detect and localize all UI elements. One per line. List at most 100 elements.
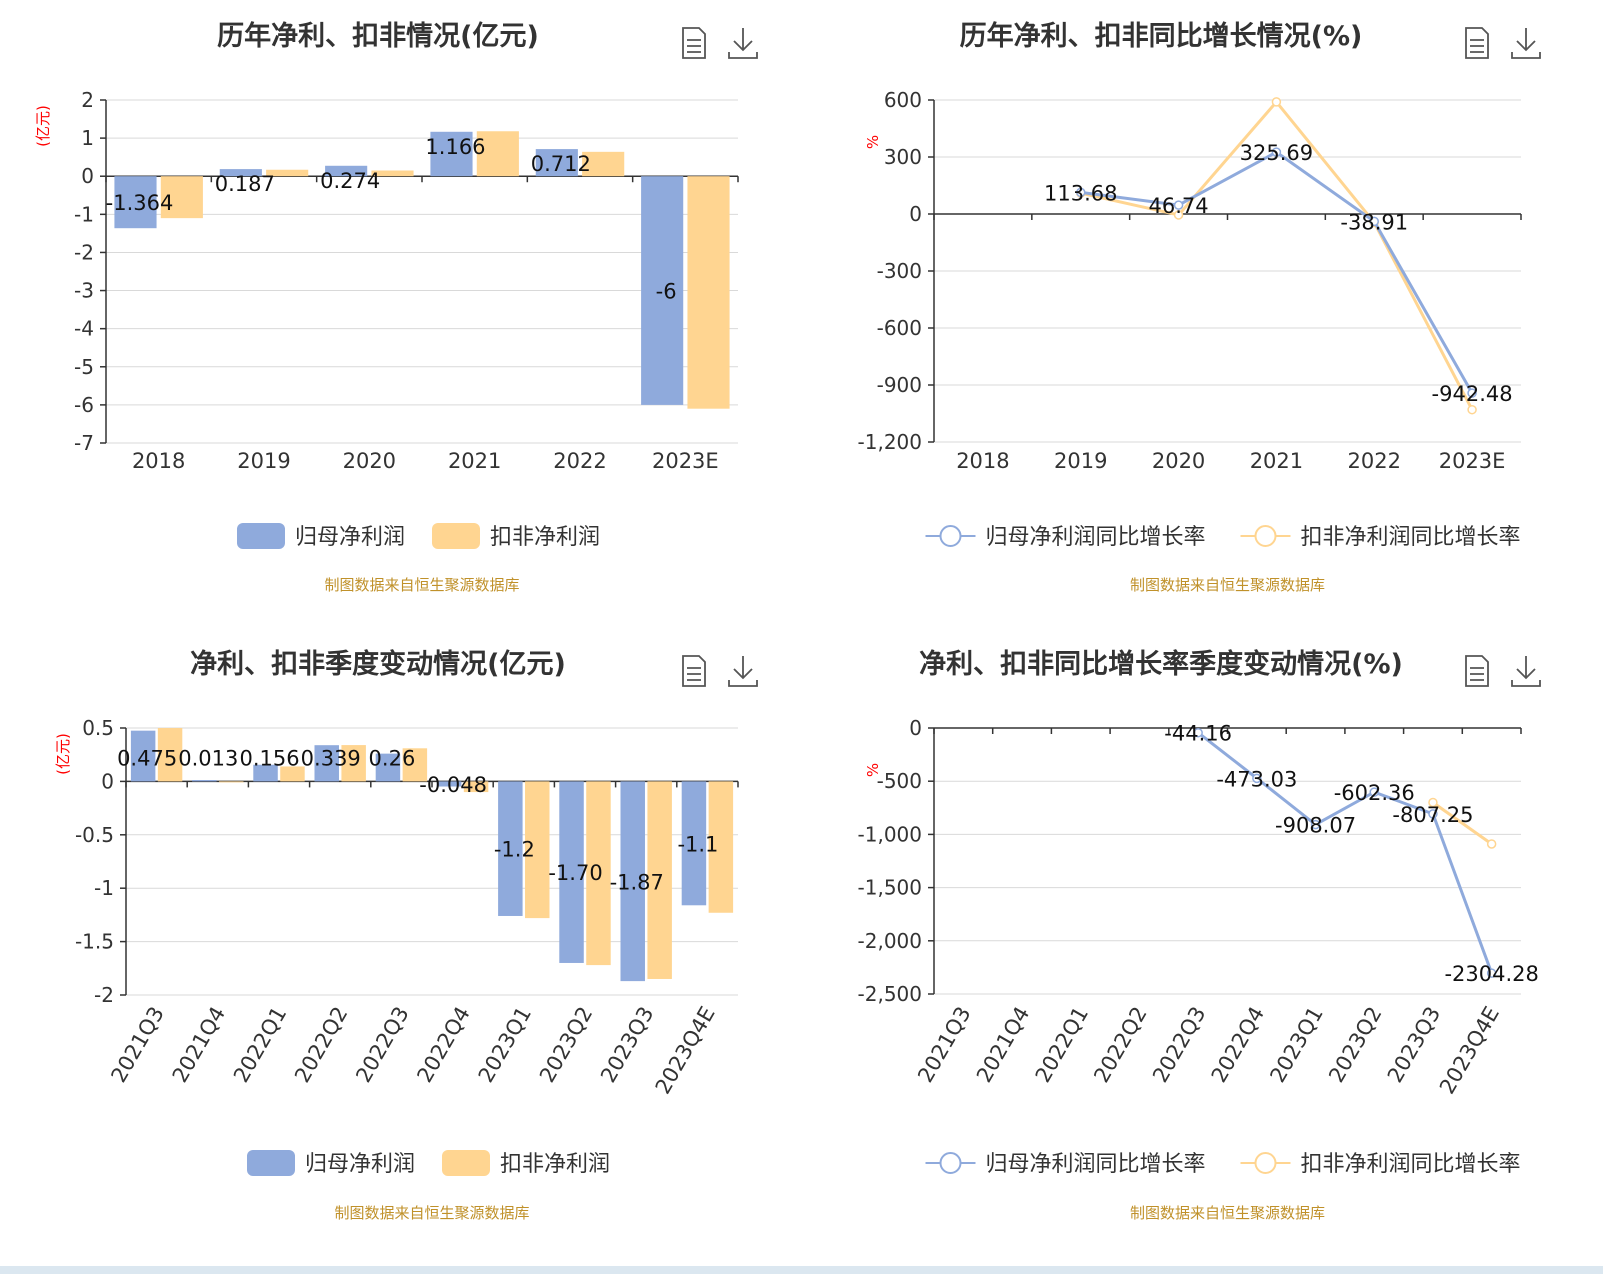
point[interactable] xyxy=(1271,147,1282,157)
download-icon[interactable] xyxy=(728,656,758,687)
bar[interactable] xyxy=(476,131,519,177)
bar[interactable] xyxy=(436,781,462,787)
bar[interactable] xyxy=(266,169,309,177)
x-tick-label: 2020 xyxy=(1152,449,1205,473)
point[interactable] xyxy=(1369,787,1379,797)
point[interactable] xyxy=(1310,819,1321,830)
y-tick-label: -3 xyxy=(74,279,94,303)
bar[interactable] xyxy=(647,781,672,979)
data-view-icon[interactable] xyxy=(1465,27,1489,59)
legend-item-1[interactable]: 扣非净利润同比增长率 xyxy=(1240,1152,1521,1177)
point[interactable] xyxy=(1173,210,1184,220)
data-view-icon[interactable] xyxy=(1465,655,1489,687)
bar[interactable] xyxy=(430,131,473,177)
legend-item-1[interactable]: 扣非净利润 xyxy=(442,1150,610,1177)
x-tick-label: 2022Q4 xyxy=(1207,1003,1269,1087)
y-tick-label: -6 xyxy=(74,393,94,417)
bar[interactable] xyxy=(160,176,203,219)
point[interactable] xyxy=(1252,773,1262,784)
bar[interactable] xyxy=(620,781,645,982)
bar[interactable] xyxy=(375,753,401,782)
data-label: -6 xyxy=(656,280,677,304)
point[interactable] xyxy=(1486,968,1497,978)
x-tick-label: 2023E xyxy=(1439,449,1506,473)
bar[interactable] xyxy=(325,165,368,177)
y-tick-label: -1.5 xyxy=(75,930,114,954)
legend-swatch xyxy=(442,1150,490,1176)
bar[interactable] xyxy=(314,745,339,782)
bar[interactable] xyxy=(641,176,684,405)
bar[interactable] xyxy=(192,780,217,782)
point[interactable] xyxy=(1428,797,1438,808)
y-tick-label: -0.5 xyxy=(75,823,114,847)
data-source-note: 制图数据来自恒生聚源数据库 xyxy=(324,576,519,594)
point[interactable] xyxy=(1193,727,1203,738)
data-label: 0.156 xyxy=(239,746,299,770)
download-icon-glyph xyxy=(728,28,758,59)
data-view-icon-outline xyxy=(1465,655,1489,687)
x-tick-label: 2023Q3 xyxy=(596,1003,658,1087)
x-tick-label: 2023Q2 xyxy=(1324,1003,1386,1087)
point[interactable] xyxy=(1428,809,1438,819)
bar[interactable] xyxy=(280,766,305,782)
data-label: -1.1 xyxy=(677,832,718,856)
bar[interactable] xyxy=(253,764,278,782)
bar[interactable] xyxy=(687,176,730,409)
bar[interactable] xyxy=(525,781,550,919)
bar[interactable] xyxy=(402,748,428,782)
x-tick-label: 2021Q3 xyxy=(106,1003,168,1087)
data-label: -1.70 xyxy=(548,861,602,885)
chart-panel-2: 历年净利、扣非同比增长情况(%)% 600 300 0 -300 -600 -900 -1,2… xyxy=(858,20,1541,594)
data-view-icon[interactable] xyxy=(682,27,706,59)
legend-label: 归母净利润同比增长率 xyxy=(986,1152,1206,1177)
legend-marker xyxy=(1254,1152,1277,1174)
legend-label: 扣非净利润同比增长率 xyxy=(1301,1152,1521,1177)
bar[interactable] xyxy=(559,781,584,963)
bar[interactable] xyxy=(681,781,707,906)
x-tick-label: 2022Q1 xyxy=(1031,1003,1093,1087)
x-tick-label: 2021Q4 xyxy=(168,1003,230,1087)
point[interactable] xyxy=(1173,200,1184,210)
bar[interactable] xyxy=(498,781,523,916)
download-icon[interactable] xyxy=(1511,656,1541,687)
legend-marker xyxy=(939,525,962,547)
x-tick-label: 2023E xyxy=(652,449,719,473)
download-icon[interactable] xyxy=(1511,28,1541,59)
data-label: -38.91 xyxy=(1340,210,1408,234)
legend-item-1[interactable]: 扣非净利润同比增长率 xyxy=(1240,525,1521,550)
bar[interactable] xyxy=(219,781,244,783)
y-tick-label: -4 xyxy=(74,317,94,341)
legend-swatch xyxy=(432,523,480,549)
bar[interactable] xyxy=(535,149,578,177)
y-axis-unit: (亿元) xyxy=(54,733,72,775)
data-label: 0.475 xyxy=(117,746,177,770)
bar[interactable] xyxy=(582,151,625,177)
data-label: -1.2 xyxy=(494,838,535,862)
legend-label: 归母净利润同比增长率 xyxy=(986,525,1206,550)
point[interactable] xyxy=(1467,404,1477,415)
point[interactable] xyxy=(1467,388,1477,398)
legend-item-0[interactable]: 归母净利润 xyxy=(247,1150,415,1177)
point[interactable] xyxy=(1369,216,1379,227)
bar[interactable] xyxy=(341,745,366,782)
point[interactable] xyxy=(1076,187,1086,198)
bar[interactable] xyxy=(114,176,157,229)
legend-item-0[interactable]: 归母净利润同比增长率 xyxy=(925,1152,1206,1177)
bar[interactable] xyxy=(219,169,262,177)
data-view-icon[interactable] xyxy=(682,655,706,687)
download-icon[interactable] xyxy=(728,28,758,59)
bar[interactable] xyxy=(463,781,489,793)
bar[interactable] xyxy=(371,170,414,177)
legend-label: 扣非净利润 xyxy=(500,1152,610,1177)
series-line xyxy=(1432,801,1493,846)
legend-item-1[interactable]: 扣非净利润 xyxy=(432,523,600,550)
point[interactable] xyxy=(1271,97,1282,107)
bar[interactable] xyxy=(130,730,156,782)
bar[interactable] xyxy=(157,728,183,782)
legend-item-0[interactable]: 归母净利润 xyxy=(237,523,405,550)
legend-item-0[interactable]: 归母净利润同比增长率 xyxy=(925,525,1206,550)
point[interactable] xyxy=(1486,839,1497,849)
bar[interactable] xyxy=(586,781,611,966)
x-tick-label: 2018 xyxy=(132,449,185,473)
bar[interactable] xyxy=(708,781,734,913)
